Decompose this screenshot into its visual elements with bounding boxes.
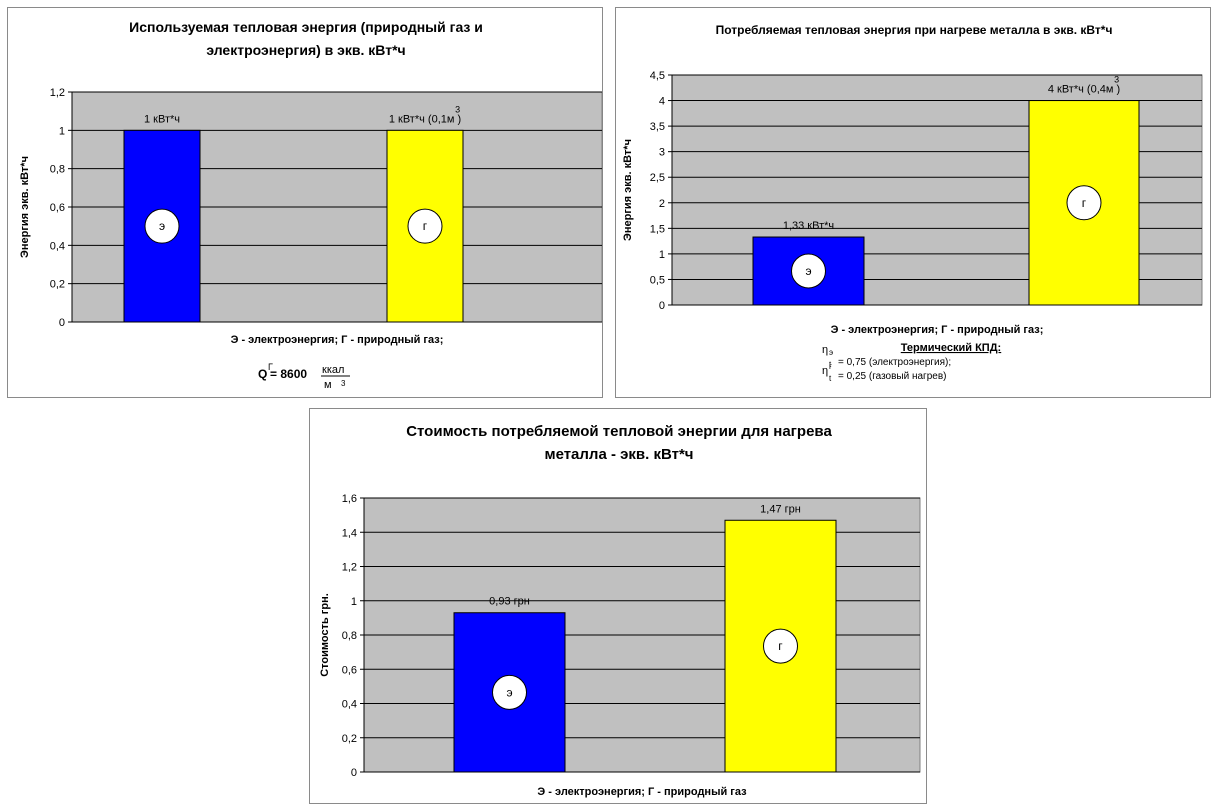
y-tick-label: 1,5: [650, 223, 665, 235]
formula-value: = 8600: [270, 367, 307, 381]
chart-title: металла - экв. кВт*ч: [544, 446, 693, 463]
bar-electricity: [752, 236, 865, 306]
y-tick-label: 0,4: [342, 699, 357, 711]
category-marker-circle: [1066, 185, 1102, 221]
y-tick-label: 1,2: [50, 87, 65, 99]
y-tick-label: 0,4: [50, 240, 65, 252]
category-marker-circle: [492, 674, 527, 710]
chart-title: Потребляемая тепловая энергия при нагрев…: [716, 23, 1113, 37]
category-marker-letter: э: [159, 219, 165, 233]
data-label-superscript: 3: [1114, 75, 1119, 85]
y-tick-label: 0,2: [342, 733, 357, 745]
chart-title: Стоимость потребляемой тепловой энергии …: [406, 423, 832, 440]
y-axis-label: Энергия экв. кВт*ч: [19, 156, 31, 258]
data-label: 1 кВт*ч: [144, 113, 180, 125]
y-tick-label: 0: [59, 317, 65, 329]
chart-panel-energy-used: Используемая тепловая энергия (природный…: [7, 7, 603, 398]
efficiency-heading: Термический КПД:: [901, 342, 1001, 354]
chart-panel-energy-consumed: Потребляемая тепловая энергия при нагрев…: [615, 7, 1211, 398]
y-tick-label: 0,6: [342, 664, 357, 676]
y-tick-label: 0,2: [50, 279, 65, 291]
efficiency-line: = 0,25 (газовый нагрев): [838, 371, 946, 382]
y-tick-label: 4,5: [650, 70, 665, 82]
efficiency-superscript: э: [829, 348, 833, 357]
formula-q-superscript: Г: [268, 362, 273, 372]
category-marker-circle: [144, 208, 180, 244]
y-axis-label: Энергия экв. кВт*ч: [622, 139, 634, 241]
category-marker-circle: [791, 253, 826, 289]
legend-text: Э - электроэнергия; Г - природный газ: [537, 786, 747, 798]
efficiency-superscript: г: [829, 362, 832, 371]
chart-title: Используемая тепловая энергия (природный…: [129, 19, 483, 35]
data-label: 1,33 кВт*ч: [783, 220, 834, 232]
chart-energy-consumed: Потребляемая тепловая энергия при нагрев…: [622, 23, 1203, 383]
category-marker-letter: г: [1082, 196, 1087, 210]
y-tick-label: 3,5: [650, 121, 665, 133]
category-marker-letter: г: [778, 639, 783, 653]
category-marker-circle: [763, 628, 798, 664]
category-marker-letter: э: [805, 264, 811, 278]
efficiency-eta: η: [822, 365, 828, 377]
y-axis-label: Стоимость грн.: [319, 593, 331, 677]
y-tick-label: 2: [659, 198, 665, 210]
efficiency-line: = 0,75 (электроэнергия);: [838, 357, 951, 368]
chart-energy-cost: Стоимость потребляемой тепловой энергии …: [319, 423, 921, 798]
chart-panel-energy-cost: Стоимость потребляемой тепловой энергии …: [309, 408, 927, 804]
category-marker-circle: [407, 208, 443, 244]
data-label-superscript: 3: [455, 104, 460, 114]
category-marker-letter: г: [423, 219, 428, 233]
y-tick-label: 0,8: [342, 630, 357, 642]
category-marker-letter: э: [506, 685, 512, 699]
formula-q: Q: [258, 367, 267, 381]
data-label: 4 кВт*ч (0,4м ): [1048, 84, 1120, 96]
formula-denominator: м: [324, 379, 332, 391]
chart-energy-used: Используемая тепловая энергия (природный…: [19, 19, 603, 391]
y-tick-label: 4: [659, 96, 665, 108]
y-tick-label: 3: [659, 147, 665, 159]
y-tick-label: 2,5: [650, 172, 665, 184]
y-tick-label: 0,6: [50, 202, 65, 214]
y-tick-label: 0: [659, 300, 665, 312]
y-tick-label: 1: [351, 596, 357, 608]
data-label: 1 кВт*ч (0,1м ): [389, 113, 461, 125]
legend-text: Э - электроэнергия; Г - природный газ;: [231, 334, 444, 346]
y-tick-label: 0,8: [50, 164, 65, 176]
data-label: 0,93 грн: [489, 596, 530, 608]
y-tick-label: 1,6: [342, 493, 357, 505]
efficiency-eta: η: [822, 344, 828, 356]
efficiency-subscript: t: [829, 374, 832, 383]
y-tick-label: 1: [59, 125, 65, 137]
chart-title: электроэнергия) в экв. кВт*ч: [206, 42, 405, 58]
legend-text: Э - электроэнергия; Г - природный газ;: [831, 324, 1044, 336]
y-tick-label: 0: [351, 767, 357, 779]
efficiency-subscript: t: [829, 360, 832, 369]
y-tick-label: 1,4: [342, 527, 357, 539]
y-tick-label: 0,5: [650, 274, 665, 286]
y-tick-label: 1,2: [342, 562, 357, 574]
formula-numerator: ккал: [322, 364, 344, 376]
data-label: 1,47 грн: [760, 503, 801, 515]
formula-denominator-superscript: 3: [341, 379, 346, 388]
y-tick-label: 1: [659, 249, 665, 261]
